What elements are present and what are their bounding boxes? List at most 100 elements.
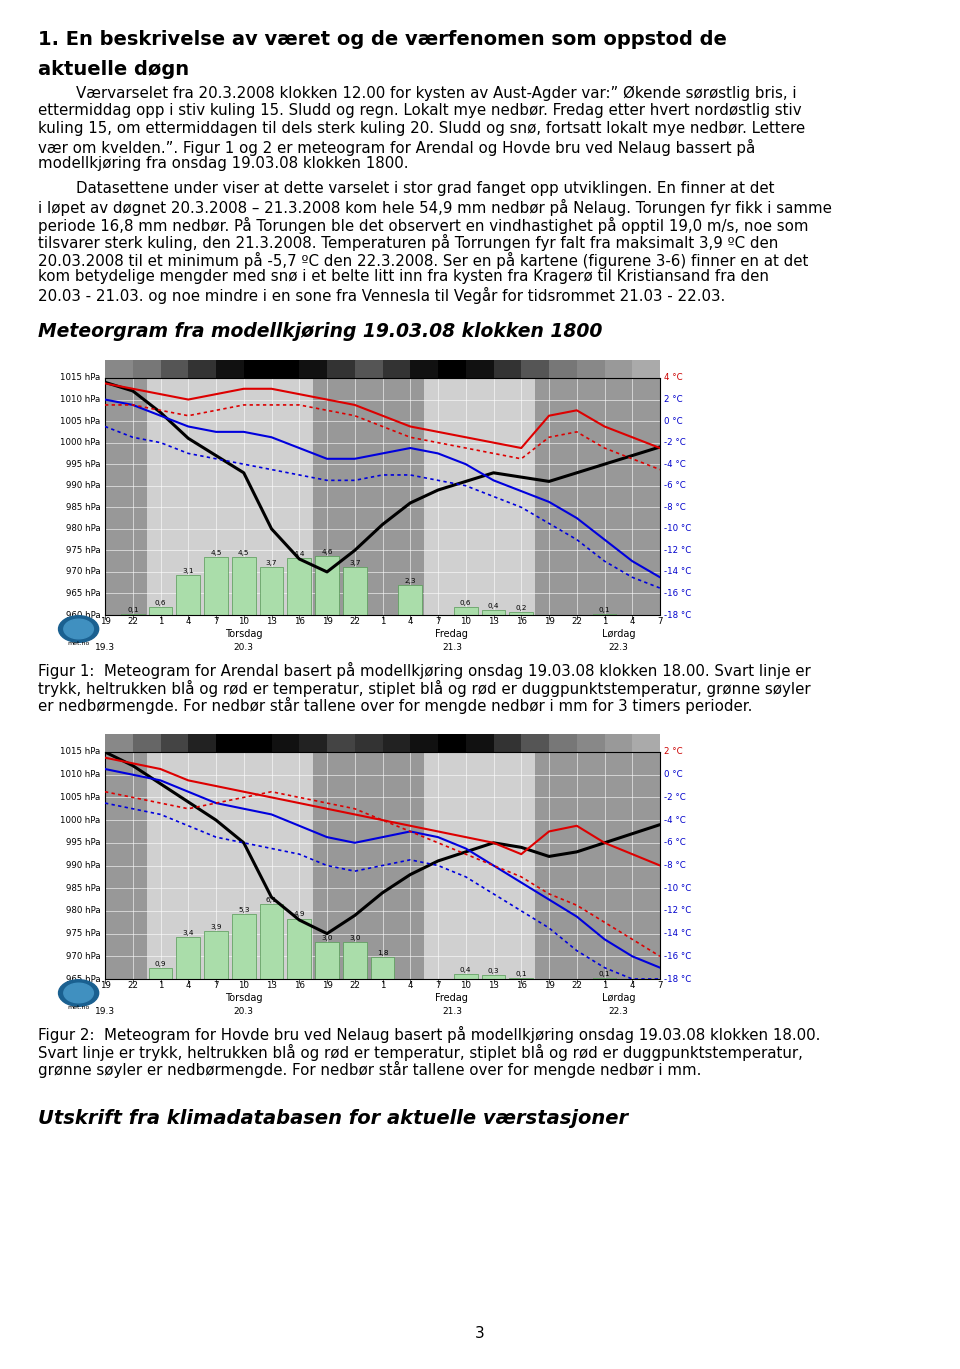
Text: 0,1: 0,1 — [127, 606, 138, 612]
Text: vær om kvelden.”. Figur 1 og 2 er meteogram for Arendal og Hovde bru ved Nelaug : vær om kvelden.”. Figur 1 og 2 er meteog… — [38, 138, 756, 156]
Text: Meteorgram fra modellkjøring 19.03.08 klokken 1800: Meteorgram fra modellkjøring 19.03.08 kl… — [38, 322, 602, 341]
Text: Figur 2:  Meteogram for Hovde bru ved Nelaug basert på modellkjøring onsdag 19.0: Figur 2: Meteogram for Hovde bru ved Nel… — [38, 1025, 821, 1043]
Bar — [482, 975, 505, 979]
Bar — [327, 360, 355, 378]
Bar — [398, 586, 422, 615]
Text: 4: 4 — [407, 617, 413, 626]
Text: 19: 19 — [543, 617, 555, 626]
Text: 21.3: 21.3 — [442, 643, 462, 652]
Text: 19: 19 — [100, 980, 110, 990]
Bar — [454, 608, 477, 615]
Bar — [577, 734, 605, 752]
Bar — [382, 360, 410, 378]
Bar — [232, 557, 255, 615]
Text: 1000 hPa: 1000 hPa — [60, 816, 101, 824]
Text: -2 °C: -2 °C — [664, 438, 686, 448]
Text: 19: 19 — [100, 617, 110, 626]
Text: trykk, heltrukken blå og rød er temperatur, stiplet blå og rød er duggpunktstemp: trykk, heltrukken blå og rød er temperat… — [38, 679, 810, 697]
Text: 2 °C: 2 °C — [664, 747, 684, 757]
Text: 0,1: 0,1 — [599, 971, 611, 976]
Circle shape — [63, 983, 93, 1003]
Text: 0,6: 0,6 — [460, 600, 471, 606]
Text: 1005 hPa: 1005 hPa — [60, 416, 101, 426]
Circle shape — [63, 619, 93, 639]
Bar — [177, 938, 200, 979]
Text: -6 °C: -6 °C — [664, 482, 686, 490]
Text: -6 °C: -6 °C — [664, 838, 686, 847]
Text: -16 °C: -16 °C — [664, 951, 692, 961]
Text: 995 hPa: 995 hPa — [66, 838, 101, 847]
Bar — [147, 378, 313, 615]
Bar — [355, 360, 382, 378]
Text: 19: 19 — [322, 980, 332, 990]
Bar — [521, 734, 549, 752]
Text: Torsdag: Torsdag — [225, 628, 262, 639]
Bar — [188, 734, 216, 752]
Text: 1010 hPa: 1010 hPa — [60, 396, 101, 404]
Text: 7: 7 — [658, 980, 662, 990]
Text: 970 hPa: 970 hPa — [66, 567, 101, 576]
Text: 21.3: 21.3 — [442, 1008, 462, 1016]
Bar — [204, 931, 228, 979]
Text: 4: 4 — [630, 980, 635, 990]
Text: 13: 13 — [488, 980, 499, 990]
Text: -10 °C: -10 °C — [664, 884, 692, 893]
Text: Torsdag: Torsdag — [225, 993, 262, 1003]
Text: 19: 19 — [322, 617, 332, 626]
Text: periode 16,8 mm nedbør. På Torungen ble det observert en vindhastighet på opptil: periode 16,8 mm nedbør. På Torungen ble … — [38, 216, 808, 234]
Text: 20.3: 20.3 — [233, 643, 253, 652]
Circle shape — [59, 616, 99, 642]
Bar — [272, 360, 300, 378]
Text: -8 °C: -8 °C — [664, 502, 686, 512]
Text: 975 hPa: 975 hPa — [66, 546, 101, 554]
Text: 2 °C: 2 °C — [664, 396, 684, 404]
Bar — [343, 567, 367, 615]
Bar — [521, 360, 549, 378]
Text: 1. En beskrivelse av været og de værfenomen som oppstod de: 1. En beskrivelse av været og de værfeno… — [38, 30, 727, 49]
Text: 0,1: 0,1 — [599, 606, 611, 612]
Bar — [105, 378, 147, 615]
Text: 985 hPa: 985 hPa — [66, 884, 101, 893]
Text: 16: 16 — [516, 980, 527, 990]
Text: 1000 hPa: 1000 hPa — [60, 438, 101, 448]
Text: 20.3: 20.3 — [233, 1008, 253, 1016]
Bar — [315, 942, 339, 979]
Bar — [232, 913, 255, 979]
Text: 1,8: 1,8 — [376, 950, 388, 956]
Text: 19: 19 — [543, 980, 555, 990]
Text: 4,4: 4,4 — [294, 552, 305, 557]
Bar — [327, 734, 355, 752]
Text: ettermiddag opp i stiv kuling 15. Sludd og regn. Lokalt mye nedbør. Fredag etter: ettermiddag opp i stiv kuling 15. Sludd … — [38, 104, 802, 119]
Bar — [410, 360, 438, 378]
Text: 10: 10 — [238, 980, 250, 990]
Text: 965 hPa: 965 hPa — [66, 589, 101, 598]
Text: 5,3: 5,3 — [238, 906, 250, 913]
Text: 980 hPa: 980 hPa — [66, 906, 101, 916]
Text: kom betydelige mengder med snø i et belte litt inn fra kysten fra Kragerø til Kr: kom betydelige mengder med snø i et belt… — [38, 268, 769, 283]
Text: aktuelle døgn: aktuelle døgn — [38, 60, 189, 79]
Bar — [549, 360, 577, 378]
Text: -4 °C: -4 °C — [664, 816, 686, 824]
Bar — [313, 752, 424, 979]
Text: 20.03 - 21.03. og noe mindre i en sone fra Vennesla til Vegår for tidsrommet 21.: 20.03 - 21.03. og noe mindre i en sone f… — [38, 286, 725, 304]
Text: 16: 16 — [294, 617, 304, 626]
Bar — [605, 360, 633, 378]
Text: 4: 4 — [407, 980, 413, 990]
Text: 7: 7 — [435, 617, 441, 626]
Text: 0,2: 0,2 — [516, 605, 527, 611]
Bar — [482, 609, 505, 615]
Bar — [105, 734, 132, 752]
Text: 960 hPa: 960 hPa — [66, 611, 101, 620]
Text: 3,7: 3,7 — [266, 560, 277, 567]
Bar — [160, 360, 188, 378]
Text: 22.3: 22.3 — [609, 1008, 628, 1016]
Text: 975 hPa: 975 hPa — [66, 930, 101, 938]
Text: 1: 1 — [380, 617, 385, 626]
Text: 0 °C: 0 °C — [664, 771, 684, 779]
Bar — [633, 734, 660, 752]
Bar — [454, 975, 477, 979]
Text: 1: 1 — [602, 617, 608, 626]
Text: Lørdag: Lørdag — [602, 993, 636, 1003]
Text: Lørdag: Lørdag — [602, 628, 636, 639]
Text: 0,1: 0,1 — [516, 971, 527, 976]
